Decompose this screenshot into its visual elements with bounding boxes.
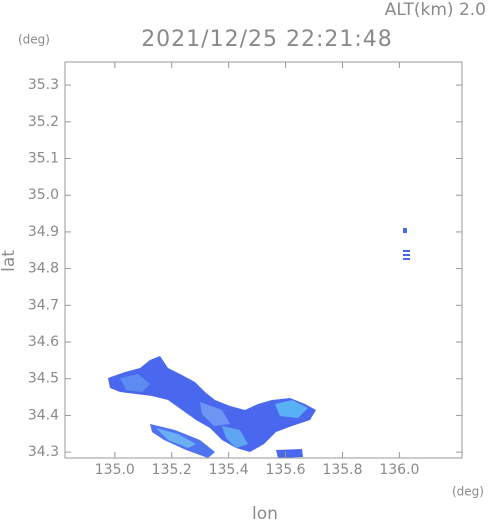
subtitle: ALT(km) 2.0 [385,0,486,20]
x-tick-label: 135.2 [152,462,192,478]
y-tick-label: 34.4 [28,407,59,423]
x-tick-label: 136.0 [379,462,419,478]
y-tick-label: 35.0 [28,187,59,203]
y-tick-label: 34.5 [28,371,59,387]
plot-frame [64,61,463,459]
y-tick-label: 34.6 [28,334,59,350]
x-tick-label: 135.4 [209,462,249,478]
y-tick-label: 34.8 [28,261,59,277]
y-tick-label: 35.3 [28,77,59,93]
x-unit: (deg) [452,485,484,499]
x-axis-label: lon [252,504,278,521]
y-tick-label: 34.3 [28,444,59,460]
x-tick-label: 135.0 [95,462,135,478]
y-tick-label: 35.1 [28,151,59,167]
chart-title: 2021/12/25 22:21:48 [141,27,393,52]
y-tick-label: 34.9 [28,224,59,240]
y-axis-label: lat [0,250,19,272]
y-unit: (deg) [18,33,50,47]
x-tick-label: 135.6 [266,462,306,478]
x-tick-label: 135.8 [322,462,362,478]
y-tick-label: 34.7 [28,297,59,313]
radar-echo [108,228,410,458]
y-tick-label: 35.2 [28,114,59,130]
